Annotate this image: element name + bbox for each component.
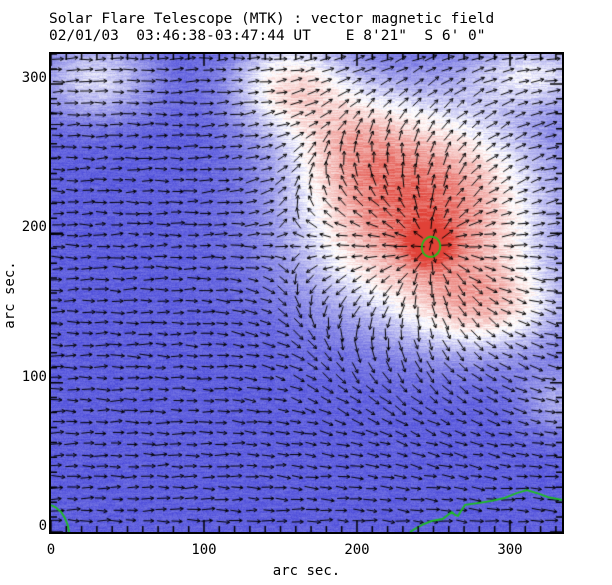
magnetogram-canvas	[51, 54, 562, 532]
x-tick-label: 200	[344, 542, 370, 558]
plot-frame	[49, 52, 564, 534]
y-axis-label: arc sec.	[2, 261, 18, 329]
y-tick-label: 200	[21, 219, 47, 236]
x-tick-label: 0	[46, 542, 56, 558]
y-tick-label: 0	[38, 518, 47, 534]
y-tick-label: 100	[21, 368, 47, 385]
page-title: Solar Flare Telescope (MTK) : vector mag…	[49, 11, 495, 27]
y-tick-label: 300	[21, 69, 47, 86]
x-axis-label: arc sec.	[272, 563, 341, 579]
x-tick-label: 300	[497, 542, 523, 558]
x-tick-label: 100	[191, 542, 217, 558]
observation-subtitle: 02/01/03 03:46:38-03:47:44 UT E 8'21" S …	[49, 28, 486, 44]
